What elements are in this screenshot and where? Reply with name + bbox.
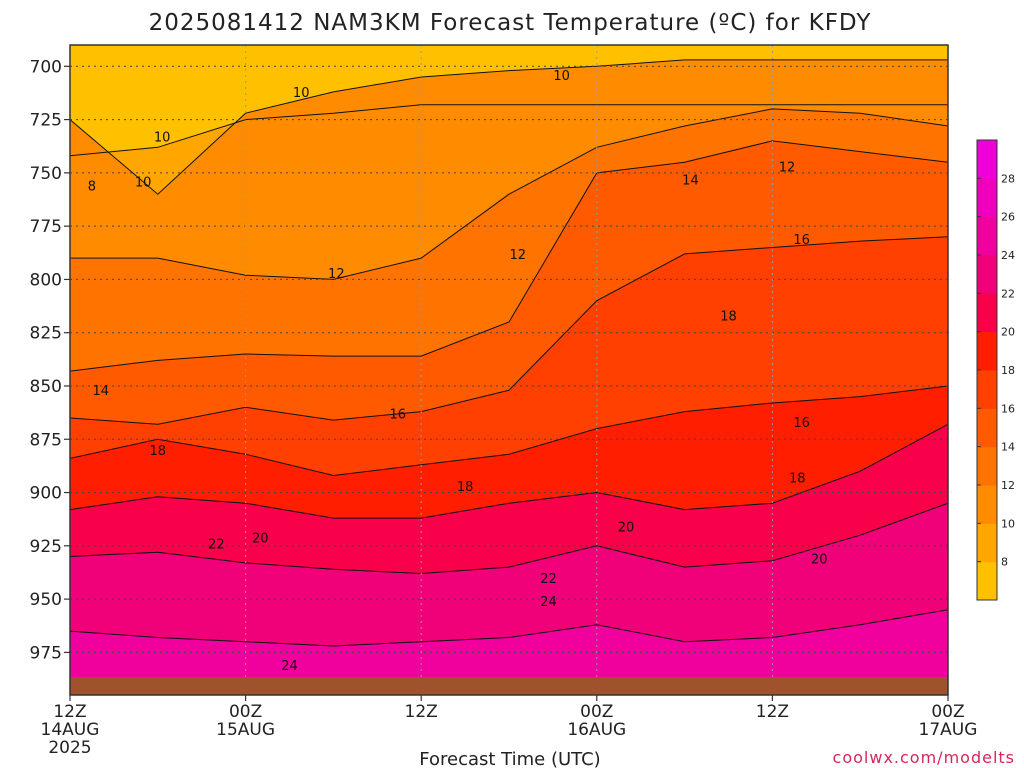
- plot-frame: [69, 44, 949, 696]
- colorbar-swatch: [977, 216, 997, 256]
- y-tick-label: 750: [30, 164, 62, 184]
- contour-label: 24: [281, 659, 298, 674]
- colorbar-swatch: [977, 408, 997, 448]
- ground-surface: [70, 677, 948, 695]
- contour-label: 10: [154, 131, 171, 146]
- contour-label: 20: [811, 553, 828, 568]
- x-tick-label: 00Z: [229, 702, 262, 722]
- x-tick-label: 00Z: [931, 702, 964, 722]
- colorbar-tick-label: 12: [1001, 479, 1015, 492]
- colorbar-swatch: [977, 293, 997, 333]
- colorbar-tick-label: 10: [1001, 517, 1015, 530]
- contour-label: 18: [150, 444, 167, 459]
- contour-label: 16: [793, 416, 810, 431]
- colorbar-tick-label: 18: [1001, 364, 1015, 377]
- x-tick-label: 12Z: [53, 702, 86, 722]
- contour-labels: 10 10 10 8 10 12 12 12 14 14 16 18 16 16 18 18 18 20 20 20 2…: [88, 69, 828, 674]
- contour-label: 18: [789, 472, 806, 487]
- x-tick-label: 17AUG: [919, 720, 978, 740]
- isotherm-18: [70, 385, 948, 477]
- x-tick-label: 12Z: [405, 702, 438, 722]
- colorbar-tick-label: 26: [1001, 211, 1015, 224]
- x-axis-label: Forecast Time (UTC): [419, 749, 600, 768]
- colorbar-swatch: [977, 178, 997, 218]
- isotherm-12: [70, 108, 948, 280]
- colorbar: 8 10 12 14 16 18 20 22 24 26 28: [976, 139, 1015, 601]
- colorbar-swatch: [977, 561, 997, 601]
- temperature-bands: [70, 59, 948, 695]
- y-tick-label: 775: [30, 217, 62, 237]
- contour-label: 22: [208, 538, 225, 553]
- colorbar-swatch: [977, 331, 997, 371]
- colorbar-tick-label: 22: [1001, 287, 1015, 300]
- contour-label: 22: [540, 572, 557, 587]
- y-tick-label: 900: [30, 484, 62, 504]
- x-tick-label: 16AUG: [567, 720, 626, 740]
- isotherm-14: [70, 140, 948, 372]
- x-tick-label: 2025: [48, 738, 91, 758]
- x-tick-label: 12Z: [756, 702, 789, 722]
- contour-label: 12: [779, 160, 796, 175]
- contour-label: 16: [793, 233, 810, 248]
- x-tick-label: 15AUG: [216, 720, 275, 740]
- y-tick-label: 700: [30, 57, 62, 77]
- isotherm-24: [70, 609, 948, 647]
- plot-area: [70, 45, 948, 695]
- source-credit: coolwx.com/modelts: [833, 748, 1015, 767]
- y-tick-label: 725: [30, 111, 62, 131]
- contour-label: 12: [328, 267, 345, 282]
- isotherm-lines: [70, 59, 948, 647]
- colorbar-tick-label: 24: [1001, 249, 1015, 262]
- y-tick-label: 800: [30, 270, 62, 290]
- colorbar-tick-label: 14: [1001, 441, 1015, 454]
- contour-label: 10: [553, 69, 570, 84]
- isotherm-22: [70, 502, 948, 575]
- contour-label: 20: [252, 531, 269, 546]
- y-tick-label: 925: [30, 537, 62, 557]
- colorbar-tick-label: 8: [1001, 556, 1008, 569]
- contour-label: 20: [618, 521, 635, 536]
- colorbar-tick-label: 16: [1001, 402, 1015, 415]
- colorbar-swatch: [977, 523, 997, 563]
- colorbar-swatch: [977, 370, 997, 409]
- contour-label: 10: [135, 175, 152, 190]
- contour-label: 12: [510, 248, 527, 263]
- contour-label: 10: [293, 86, 310, 101]
- grid-lines: [70, 45, 948, 695]
- colorbar-tick-label: 20: [1001, 326, 1015, 339]
- colorbar-swatch: [977, 140, 997, 179]
- contour-label: 18: [720, 310, 737, 325]
- isotherm-8: [70, 104, 948, 157]
- contour-label: 24: [540, 595, 557, 610]
- contour-label: 14: [682, 173, 699, 188]
- isotherm-10: [70, 59, 948, 195]
- y-tick-label: 950: [30, 590, 62, 610]
- colorbar-swatch: [977, 255, 997, 294]
- contour-label: 14: [92, 384, 109, 399]
- y-tick-label: 975: [30, 643, 62, 663]
- isotherm-16: [70, 236, 948, 425]
- y-tick-label: 875: [30, 430, 62, 450]
- colorbar-swatch: [977, 446, 997, 486]
- y-axis: 700 725 750 775 800 825 850 875 900 925 950 975: [30, 57, 70, 663]
- contour-label: 8: [88, 180, 96, 195]
- colorbar-swatch: [977, 485, 997, 524]
- y-tick-label: 850: [30, 377, 62, 397]
- contour-label: 16: [390, 408, 407, 423]
- y-tick-label: 825: [30, 324, 62, 344]
- colorbar-tick-label: 28: [1001, 172, 1015, 185]
- x-tick-label: 00Z: [580, 702, 613, 722]
- x-tick-label: 14AUG: [41, 720, 100, 740]
- chart-title: 2025081412 NAM3KM Forecast Temperature (…: [149, 10, 872, 36]
- isotherm-20: [70, 423, 948, 519]
- contour-label: 18: [457, 480, 474, 495]
